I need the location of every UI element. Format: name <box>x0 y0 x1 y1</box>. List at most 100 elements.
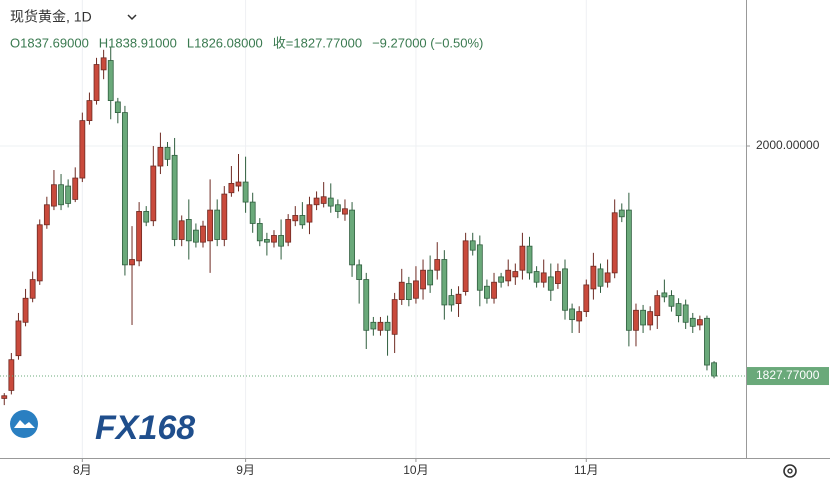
candle-body <box>143 211 150 223</box>
candle-body <box>200 225 206 243</box>
candle-body <box>15 320 22 357</box>
last-price-box <box>747 367 829 386</box>
dropdown-icon[interactable] <box>127 14 137 21</box>
candle-body <box>256 223 263 242</box>
candle-body <box>150 165 157 222</box>
candle-body <box>79 120 86 179</box>
plot-area <box>0 0 746 458</box>
candle-body <box>391 299 398 335</box>
candle-body <box>526 245 533 274</box>
candle-body <box>36 224 43 282</box>
candle-body <box>228 182 235 194</box>
candle-body <box>484 285 490 299</box>
candle-body <box>285 219 292 243</box>
last-price-label: 1827.77000 <box>756 368 820 382</box>
x-tick-label: 11月 <box>574 463 598 477</box>
candle-body <box>711 362 717 377</box>
candle-body <box>640 309 646 326</box>
candle-body <box>384 321 391 331</box>
candle-body <box>278 235 284 247</box>
candle-body <box>299 215 306 226</box>
legend-value: −9.27000 (−0.50%) <box>372 35 483 50</box>
logo-text: FX168 <box>95 409 195 447</box>
legend-value: L1826.08000 <box>187 35 263 50</box>
gear-hub[interactable] <box>787 468 793 474</box>
candle-body <box>356 264 363 280</box>
candle-body <box>292 215 299 222</box>
candle-body <box>448 295 455 306</box>
candle-body <box>178 220 185 240</box>
x-tick-label: 8月 <box>73 463 92 477</box>
candle-body <box>413 280 419 299</box>
candle-body <box>682 304 689 323</box>
candle-body <box>86 100 93 122</box>
candle-body <box>334 204 341 212</box>
candle-body <box>625 209 632 331</box>
candle-body <box>249 201 256 224</box>
candle-body <box>704 317 710 366</box>
candle-body <box>43 204 50 226</box>
candle-body <box>171 154 178 240</box>
candle-body <box>320 196 327 204</box>
candle-body <box>22 297 29 323</box>
candle-body <box>668 295 675 307</box>
candle-body <box>100 57 107 71</box>
candle-body <box>696 319 703 326</box>
ohlc-legend: O1837.69000 H1838.91000 L1826.08000 收=1827.… <box>10 35 483 50</box>
candle-body <box>590 265 597 290</box>
candle-body <box>476 244 483 291</box>
logo: FX168 <box>10 409 195 447</box>
candle-body <box>193 229 199 243</box>
candle-body <box>462 240 469 292</box>
candle-body <box>533 271 540 283</box>
candle-body <box>455 293 462 304</box>
candle-body <box>207 209 214 242</box>
candle-body <box>519 245 526 271</box>
candle-body <box>618 209 625 218</box>
candle-body <box>349 209 355 266</box>
candle-body <box>271 235 277 243</box>
candle-body <box>469 240 476 251</box>
candle-body <box>689 317 696 327</box>
candle-body <box>114 101 121 113</box>
candle-body <box>107 60 114 101</box>
candle-body <box>122 112 128 266</box>
candle-body <box>505 269 512 282</box>
candle-body <box>583 284 590 313</box>
candle-body <box>29 279 36 299</box>
candle-body <box>675 303 682 317</box>
candle-body <box>136 211 143 262</box>
candle-body <box>363 279 370 331</box>
candle-body <box>263 239 270 243</box>
candle-body <box>8 359 15 391</box>
y-tick-label: 2000.00000 <box>756 138 820 152</box>
legend-value: H1838.91000 <box>99 35 177 50</box>
x-tick-label: 10月 <box>403 463 428 477</box>
candle-body <box>547 276 554 291</box>
candle-body <box>576 311 583 322</box>
candle-body <box>370 321 377 330</box>
candle-body <box>654 295 661 317</box>
candle-body <box>434 259 441 271</box>
candle-body <box>306 204 313 223</box>
candle-body <box>633 309 639 331</box>
candle-body <box>555 271 561 284</box>
legend-value: 收=1827.77000 <box>273 35 362 50</box>
candle-body <box>420 269 426 290</box>
settings-icon[interactable] <box>783 464 797 478</box>
candle-body <box>611 212 618 274</box>
candle-body <box>405 283 412 300</box>
candle-body <box>214 209 221 240</box>
candle-body <box>540 272 547 283</box>
candle-body <box>313 197 320 206</box>
candle-body <box>65 185 72 204</box>
candle-body <box>72 177 79 200</box>
gear-ring[interactable] <box>783 464 797 478</box>
candle-body <box>327 197 334 207</box>
candle-body <box>235 181 242 187</box>
candle-body <box>604 272 611 283</box>
candle-body <box>498 276 505 283</box>
candle-body <box>58 184 64 206</box>
candle-body <box>427 269 434 286</box>
